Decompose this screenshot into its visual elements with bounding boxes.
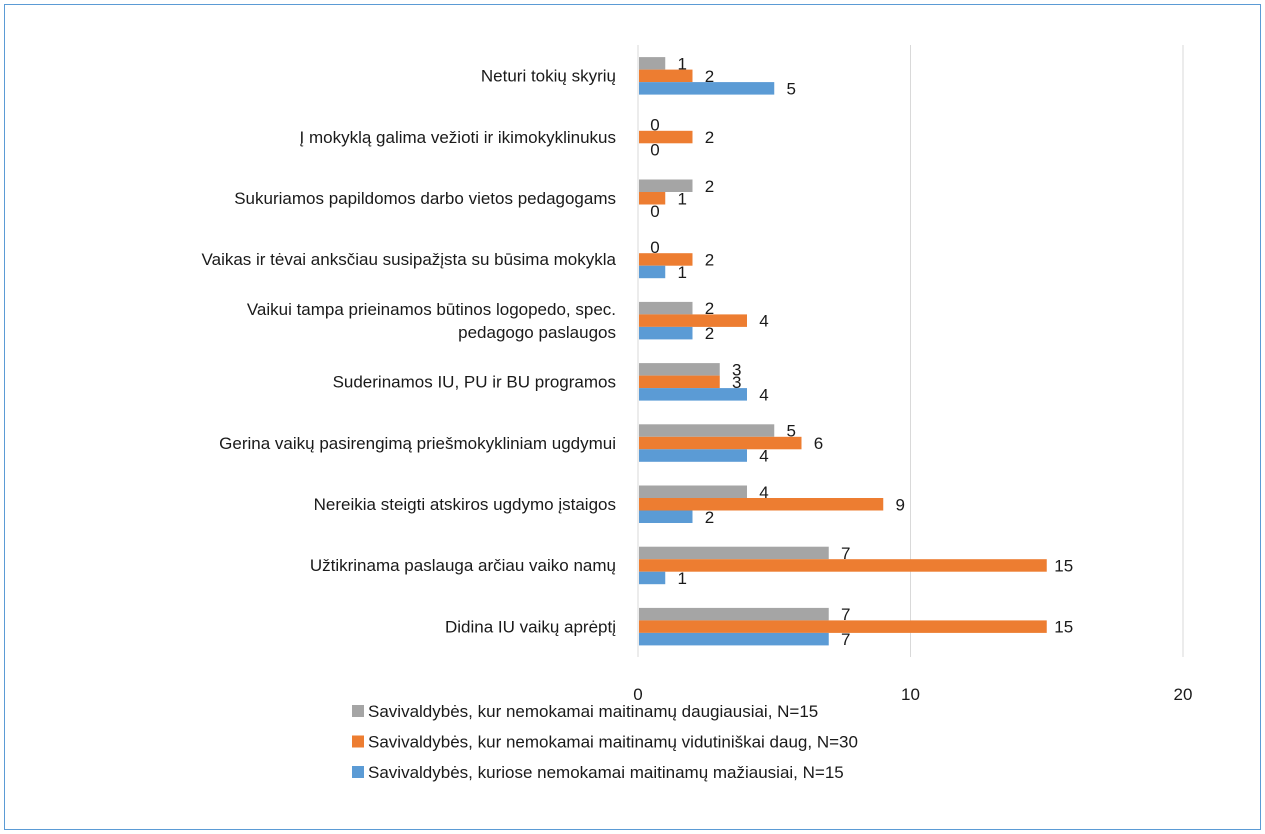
data-label: 3 bbox=[732, 373, 741, 392]
data-label: 3 bbox=[732, 360, 741, 379]
bar bbox=[639, 388, 747, 401]
data-label: 4 bbox=[759, 447, 768, 466]
category-label: Vaikui tampa prieinamos būtinos logopedo… bbox=[247, 300, 616, 342]
category-label: Suderinamos IU, PU ir BU programos bbox=[333, 373, 616, 392]
data-label: 2 bbox=[705, 67, 714, 86]
data-label: 0 bbox=[650, 141, 659, 160]
category-label: Neturi tokių skyrių bbox=[481, 67, 616, 86]
category-label: Užtikrinama paslauga arčiau vaiko namų bbox=[310, 556, 616, 575]
data-label: 15 bbox=[1054, 556, 1073, 575]
data-label: 5 bbox=[787, 79, 796, 98]
bar bbox=[639, 326, 693, 340]
bar bbox=[639, 69, 693, 83]
category-label: Didina IU vaikų aprėptį bbox=[445, 617, 616, 636]
legend-label: Savivaldybės, kur nemokamai maitinamų vi… bbox=[368, 733, 858, 752]
legend-swatch bbox=[352, 735, 364, 748]
x-tick-label: 10 bbox=[901, 685, 920, 704]
data-label: 5 bbox=[787, 422, 796, 441]
bar bbox=[639, 57, 666, 70]
data-label: 0 bbox=[650, 202, 659, 221]
data-label: 2 bbox=[705, 128, 714, 147]
legend-swatch bbox=[352, 705, 364, 717]
category-label: Gerina vaikų pasirengimą priešmokyklinia… bbox=[219, 434, 616, 453]
bar bbox=[639, 620, 1047, 633]
bar bbox=[639, 546, 829, 560]
bar bbox=[639, 571, 666, 585]
data-label: 0 bbox=[650, 116, 659, 135]
data-label: 4 bbox=[759, 312, 768, 331]
bar bbox=[639, 449, 747, 462]
legend-label: Savivaldybės, kur nemokamai maitinamų da… bbox=[368, 702, 818, 721]
bar bbox=[639, 436, 802, 450]
data-label: 1 bbox=[678, 263, 687, 282]
data-label: 4 bbox=[759, 385, 768, 404]
data-label: 7 bbox=[841, 630, 850, 649]
bar bbox=[639, 82, 775, 95]
data-label: 2 bbox=[705, 250, 714, 269]
legend-label: Savivaldybės, kuriose nemokamai maitinam… bbox=[368, 763, 844, 782]
bar bbox=[639, 130, 693, 144]
bar bbox=[639, 301, 693, 315]
bar bbox=[639, 253, 693, 266]
bar bbox=[639, 510, 693, 523]
category-label: Sukuriamos papildomos darbo vietos pedag… bbox=[234, 189, 616, 208]
data-label: 15 bbox=[1054, 618, 1073, 637]
bar bbox=[639, 498, 884, 511]
legend-swatch bbox=[352, 766, 364, 778]
bar bbox=[639, 607, 829, 621]
data-label: 2 bbox=[705, 508, 714, 527]
data-label: 1 bbox=[678, 569, 687, 588]
bar bbox=[639, 485, 747, 498]
x-tick-label: 20 bbox=[1174, 685, 1193, 704]
x-tick-label: 0 bbox=[633, 685, 642, 704]
bar bbox=[639, 424, 775, 437]
category-label: Į mokyklą galima vežioti ir ikimokyklinu… bbox=[300, 128, 616, 147]
data-label: 7 bbox=[841, 605, 850, 624]
data-label: 1 bbox=[678, 54, 687, 73]
category-label: Vaikas ir tėvai anksčiau susipažįsta su … bbox=[202, 250, 617, 269]
category-label: Nereikia steigti atskiros ugdymo įstaigo… bbox=[314, 495, 616, 514]
data-label: 9 bbox=[896, 495, 905, 514]
data-label: 4 bbox=[759, 483, 768, 502]
data-label: 6 bbox=[814, 434, 823, 453]
data-label: 2 bbox=[705, 299, 714, 318]
bar bbox=[639, 632, 829, 646]
data-label: 7 bbox=[841, 544, 850, 563]
bar bbox=[639, 265, 666, 279]
data-label: 1 bbox=[678, 189, 687, 208]
bar bbox=[639, 559, 1047, 572]
bar bbox=[639, 192, 666, 205]
bar bbox=[639, 314, 747, 327]
data-label: 2 bbox=[705, 177, 714, 196]
bar bbox=[639, 179, 693, 192]
data-label: 2 bbox=[705, 324, 714, 343]
bar bbox=[639, 363, 720, 376]
data-label: 0 bbox=[650, 238, 659, 257]
bar bbox=[639, 375, 720, 389]
chart-frame: 0 10 20 Neturi tokių skyrių 1 2 5 Į mokyklą gal… bbox=[4, 4, 1261, 830]
